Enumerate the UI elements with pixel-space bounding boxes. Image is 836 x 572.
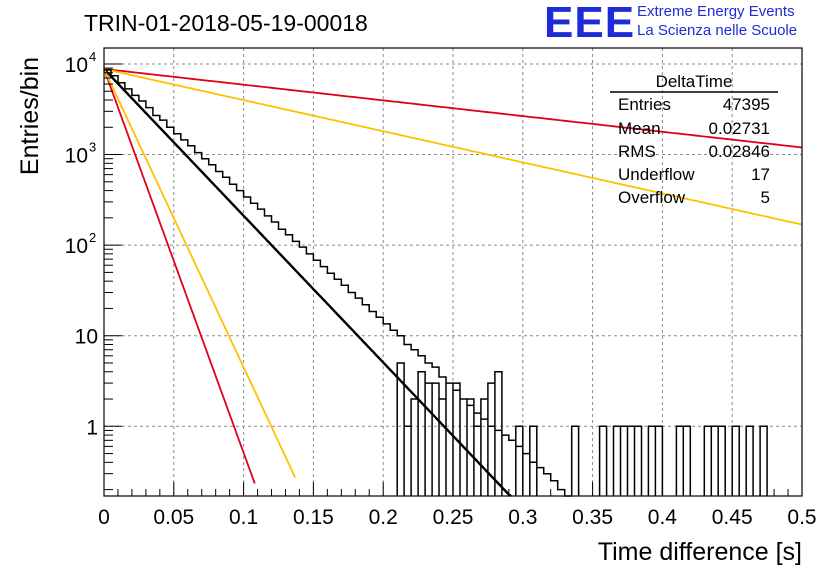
y-tick-label: 1 (86, 416, 98, 439)
stats-label-mean: Mean (618, 119, 661, 138)
y-tick-exponent: 3 (89, 140, 96, 155)
fit-curve (103, 68, 803, 149)
stats-value-entries: 47395 (723, 95, 770, 114)
histogram-series (104, 69, 768, 497)
stats-value-underflow: 17 (751, 165, 770, 184)
y-axis-label: Entries/bin (16, 57, 44, 175)
eee-logo: EEE (544, 0, 636, 47)
logo-line-2: La Scienza nelle Scuole (637, 22, 798, 39)
y-tick-label: 10 (75, 326, 98, 349)
y-tick-label: 10 (65, 54, 88, 77)
stats-label-entries: Entries (618, 95, 671, 114)
stats-label-rms: RMS (618, 142, 656, 161)
x-tick-label: 0 (98, 506, 110, 529)
chart-title: TRIN-01-2018-05-19-00018 (84, 10, 368, 36)
x-tick-label: 0.15 (293, 506, 334, 529)
fit-curve (103, 68, 803, 226)
fit-curve (103, 68, 256, 484)
y-tick-label: 10 (65, 235, 88, 258)
stats-title: DeltaTime (656, 72, 733, 91)
x-tick-label: 0.5 (787, 506, 816, 529)
stats-value-mean: 0.02731 (709, 119, 770, 138)
grid-lines (104, 48, 802, 496)
y-tick-label: 10 (65, 145, 88, 168)
x-tick-label: 0.4 (648, 506, 678, 529)
stats-label-overflow: Overflow (618, 188, 686, 207)
x-tick-label: 0.3 (508, 506, 537, 529)
x-tick-label: 0.05 (153, 506, 194, 529)
x-tick-label: 0.25 (433, 506, 474, 529)
y-tick-exponent: 4 (89, 49, 96, 64)
x-tick-label: 0.2 (369, 506, 398, 529)
stats-value-overflow: 5 (761, 188, 770, 207)
x-tick-label: 0.35 (572, 506, 613, 529)
stats-value-rms: 0.02846 (709, 142, 770, 161)
stats-label-underflow: Underflow (618, 165, 695, 184)
fit-curves (103, 68, 803, 497)
x-tick-label: 0.1 (229, 506, 258, 529)
x-axis-label: Time difference [s] (598, 538, 802, 566)
x-axis-ticks: 0 0.05 0.1 0.15 0.2 0.25 0.3 0.35 0.4 0.45 0.5 (98, 482, 817, 529)
x-tick-label: 0.45 (712, 506, 753, 529)
stats-box: DeltaTime Entries 47395 Mean 0.02731 RMS… (610, 72, 778, 207)
y-tick-exponent: 2 (89, 230, 96, 245)
fit-curve (103, 68, 297, 479)
fit-curve (103, 68, 512, 497)
logo-line-1: Extreme Energy Events (637, 3, 795, 20)
